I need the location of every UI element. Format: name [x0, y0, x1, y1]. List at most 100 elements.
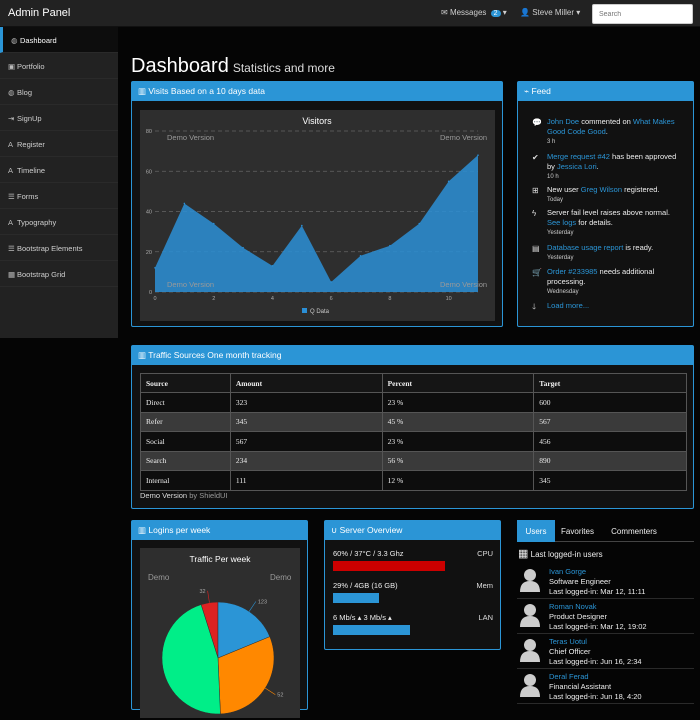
feed-link[interactable]: See logs: [547, 218, 577, 227]
table-row: Direct 323 23 % 600: [140, 392, 687, 413]
traffic-table: Source Amount Percent Target Direct 323 23 % 6…: [140, 373, 687, 491]
feed-time: Wednesday: [547, 289, 579, 295]
sidebar-item-forms[interactable]: ☰ Forms: [0, 183, 118, 209]
table-cell: 345: [229, 411, 383, 432]
feed-link[interactable]: Jessica Lori: [557, 162, 597, 171]
sidebar-item-bootstrap-elements[interactable]: ☰ Bootstrap Elements: [0, 235, 118, 261]
user-name-link[interactable]: Teras Uotul: [549, 637, 587, 646]
legend-label[interactable]: Q Data: [310, 309, 330, 315]
table-row: Social 567 23 % 456: [140, 431, 687, 452]
watermark-text: Demo Version: [440, 280, 487, 289]
login-icon: ⇥: [8, 114, 15, 123]
sidebar-item-blog[interactable]: ◍ Blog: [0, 79, 118, 105]
sidebar-item-signup[interactable]: ⇥ SignUp: [0, 105, 118, 131]
user-last-login: Last logged-in: Mar 12, 19:02: [549, 622, 647, 631]
watermark-text: Demo Version: [167, 280, 214, 289]
font-icon: A: [8, 218, 14, 227]
grid-icon: ▦: [8, 270, 16, 279]
tab-favorites[interactable]: Favorites: [561, 527, 594, 536]
messages-menu[interactable]: ✉ Messages 2 ▾: [441, 8, 507, 17]
table-cell: 111: [229, 470, 383, 491]
font-icon: A: [8, 140, 14, 149]
sidebar-item-label: Dashboard: [20, 36, 57, 45]
area-data-point: [359, 254, 362, 257]
avatar-icon: [519, 638, 541, 662]
last-logged-heading: ▦ Last logged-in users: [518, 547, 603, 560]
table-cell: 567: [229, 431, 383, 452]
watermark-text: Demo: [148, 573, 170, 582]
brand-title[interactable]: Admin Panel: [8, 7, 71, 19]
area-data-point: [330, 281, 332, 283]
user-menu[interactable]: 👤 Steve Miller ▾: [520, 8, 580, 17]
feed-link[interactable]: Greg Wilson: [580, 185, 623, 194]
feed-link[interactable]: Database usage report: [547, 243, 624, 252]
load-more-link[interactable]: 🡓 Load more...: [532, 301, 682, 311]
area-data-point: [301, 224, 303, 227]
column-header: Target: [533, 373, 687, 393]
avatar-icon: [519, 568, 541, 592]
pie-label-line: [248, 601, 257, 612]
user-name-link[interactable]: Roman Novak: [549, 602, 597, 611]
user-icon: 👤: [520, 8, 530, 17]
feed-time: Yesterday: [547, 230, 574, 236]
table-cell: 323: [229, 392, 383, 413]
bar-chart-icon: ▥: [138, 86, 147, 96]
feed-text: Order #233985 needs additional processin…: [547, 267, 682, 287]
table-row: Refer 345 45 % 567: [140, 411, 687, 432]
sidebar-item-portfolio[interactable]: ▣ Portfolio: [0, 53, 118, 79]
user-name-link[interactable]: Ivan Gorge: [549, 567, 587, 576]
feed-text: Server fail level raises above normal. S…: [547, 208, 682, 228]
table-cell: 890: [533, 450, 687, 471]
area-data-point: [242, 246, 244, 249]
feed-text: Merge request #42 has been approved by J…: [547, 152, 682, 172]
pie-slice[interactable]: [217, 601, 271, 659]
demo-version-text[interactable]: Demo Version: [140, 491, 188, 500]
table-cell: 12 %: [381, 470, 535, 491]
server-bar-row: 6 Mb/s ▴ 3 Mb/s ▴ LAN: [333, 613, 493, 635]
feed-link[interactable]: Merge request #42: [547, 152, 610, 161]
feed-link[interactable]: What Makes Good Code Good: [547, 117, 675, 136]
logins-chart: Traffic Per week Demo Demo 32 123 52: [140, 548, 300, 718]
feed-link[interactable]: John Doe: [547, 117, 580, 126]
feed-text-part: for details.: [576, 218, 613, 227]
font-icon: A: [8, 166, 14, 175]
sidebar-item-dashboard[interactable]: ◍ Dashboard: [0, 27, 118, 53]
tab-commenters[interactable]: Commenters: [611, 527, 657, 536]
table-cell: 345: [533, 470, 687, 491]
cart-icon: 🛒: [532, 268, 542, 277]
rss-icon: ⌁: [524, 86, 530, 96]
sidebar-item-label: Timeline: [17, 166, 46, 175]
sidebar-item-register[interactable]: A Register: [0, 131, 118, 157]
server-bar-key: Mem: [476, 581, 493, 590]
user-last-login: Last logged-in: Jun 18, 4:20: [549, 692, 642, 701]
sidebar-item-typography[interactable]: A Typography: [0, 209, 118, 235]
envelope-icon: ✉: [441, 8, 448, 17]
page-title: Dashboard Statistics and more: [131, 55, 335, 78]
server-bar-track: [333, 561, 493, 571]
y-tick-label: 80: [146, 129, 152, 135]
table-body: Direct 323 23 % 600 Refer 345 45 % 567 Social 567…: [140, 392, 687, 491]
visits-panel-header: ▥ Visits Based on a 10 days data: [132, 82, 502, 101]
traffic-panel-header: ▥ Traffic Sources One month tracking: [132, 346, 693, 365]
table-cell: 23 %: [381, 431, 535, 452]
table-cell: 234: [229, 450, 383, 471]
feed-panel-header: ⌁ Feed: [518, 82, 693, 101]
area-data-point: [389, 244, 391, 247]
server-bar-track: [333, 593, 493, 603]
user-last-login: Last logged-in: Mar 12, 11:11: [549, 587, 646, 596]
x-tick-label: 0: [153, 296, 156, 302]
user-role: Chief Officer: [549, 647, 591, 656]
sidebar-item-timeline[interactable]: A Timeline: [0, 157, 118, 183]
user-name: Steve Miller: [532, 8, 574, 17]
sidebar: ◍ Dashboard ▣ Portfolio ◍ Blog ⇥ SignUp A Registe…: [0, 27, 118, 338]
sidebar-item-label: Register: [17, 140, 45, 149]
feed-link[interactable]: Order #233985: [547, 267, 598, 276]
sidebar-item-bootstrap-grid[interactable]: ▦ Bootstrap Grid: [0, 261, 118, 287]
watermark-text: Demo Version: [167, 133, 214, 142]
tab-users[interactable]: Users: [517, 520, 555, 542]
y-tick-label: 60: [146, 169, 152, 175]
search-input[interactable]: [592, 4, 693, 24]
x-tick-label: 6: [330, 296, 333, 302]
last-logged-heading-text: Last logged-in users: [530, 550, 603, 559]
user-name-link[interactable]: Deral Ferad: [549, 672, 589, 681]
